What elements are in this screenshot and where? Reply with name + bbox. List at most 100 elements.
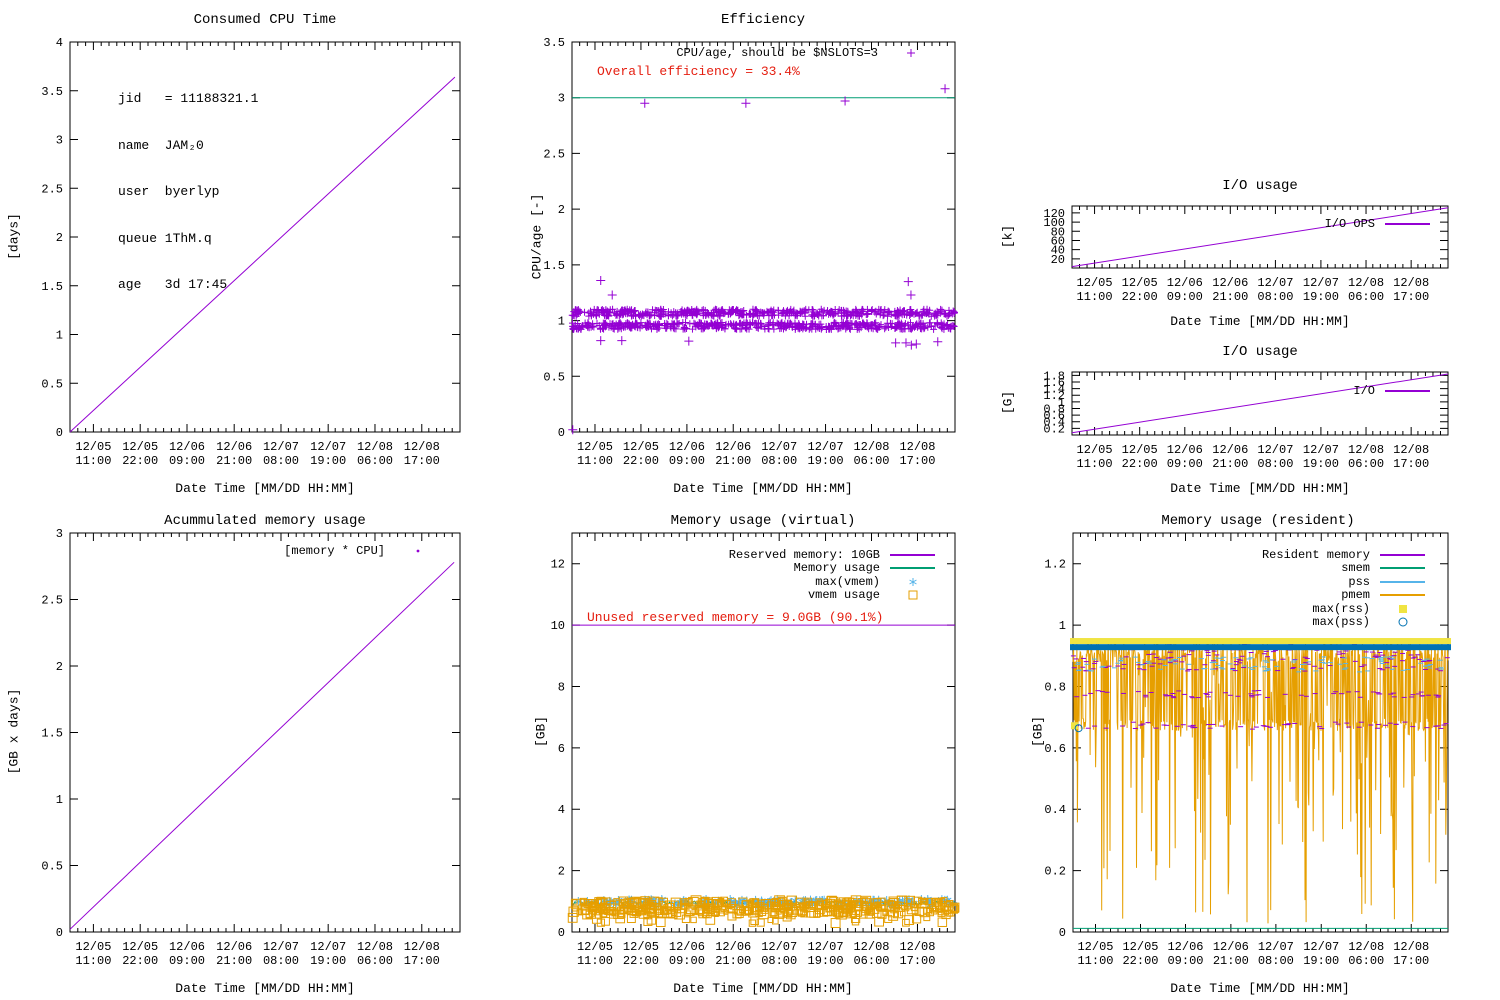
y-tick-label: 100	[1043, 216, 1065, 230]
cpu-time-series	[69, 76, 456, 433]
y-tick-label: 3	[56, 134, 63, 148]
x-tick-label: 21:00	[1212, 457, 1248, 471]
x-tick-label: 12/06	[1212, 276, 1248, 290]
y-tick-label: 8	[558, 680, 565, 694]
y-axis-label: CPU/age [-]	[529, 193, 545, 280]
x-tick-label: 08:00	[1257, 457, 1293, 471]
y-tick-label: 0.4	[1043, 416, 1065, 430]
legend-label: I/O OPS	[1324, 216, 1375, 231]
x-tick-label: 22:00	[122, 954, 158, 968]
y-tick-label: 2	[56, 231, 63, 245]
job-info: jid = 11188321.1 name JAM₂0 user byerlyp…	[118, 60, 258, 324]
legend-sample-square-open-icon	[890, 588, 935, 602]
x-tick-label: 12/07	[263, 940, 299, 954]
legend-sample-line-icon	[890, 548, 935, 562]
legend-sample-dot-icon	[395, 544, 440, 558]
x-tick-label: 12/08	[1348, 443, 1384, 457]
max-pss-band-series	[1070, 644, 1451, 651]
x-tick-label: 12/07	[1257, 276, 1293, 290]
x-axis-label: Date Time [MM/DD HH:MM]	[175, 481, 355, 496]
x-tick-label: 09:00	[1167, 954, 1203, 968]
x-tick-label: 12/05	[1122, 940, 1158, 954]
x-tick-label: 19:00	[310, 454, 346, 468]
legend-label: Memory usage	[793, 561, 880, 576]
y-tick-label: 1.8	[1043, 369, 1065, 383]
y-tick-label: 0.5	[41, 860, 63, 874]
x-tick-label: 12/06	[669, 940, 705, 954]
y-tick-label: 1	[1059, 619, 1066, 633]
legend-item: max(pss)	[1312, 615, 1425, 629]
legend-label: smem	[1341, 561, 1370, 576]
x-tick-label: 22:00	[1122, 954, 1158, 968]
y-tick-label: 4	[558, 803, 565, 817]
y-tick-label: 0	[558, 926, 565, 940]
x-tick-label: 12/08	[357, 940, 393, 954]
accumulated-memory-plot-canvas: 12/0511:0012/0522:0012/0609:0012/0621:00…	[41, 527, 461, 968]
x-tick-label: 12/06	[1167, 276, 1203, 290]
y-tick-label: 0.8	[1043, 402, 1065, 416]
x-tick-label: 12/08	[1393, 276, 1429, 290]
legend-item: vmem usage	[808, 588, 935, 602]
x-tick-label: 11:00	[577, 454, 613, 468]
x-tick-label: 19:00	[1303, 954, 1339, 968]
x-tick-label: 12/06	[1212, 443, 1248, 457]
y-tick-label: 1.4	[1043, 383, 1065, 397]
x-tick-label: 12/07	[1257, 443, 1293, 457]
x-axis-label: Date Time [MM/DD HH:MM]	[673, 481, 853, 496]
y-tick-label: 1.5	[543, 259, 565, 273]
efficiency-plot: 12/05 11:00 12/05 22:00 12/06 09:00 12/06 21:00…	[505, 0, 980, 500]
x-tick-label: 11:00	[75, 954, 111, 968]
y-axis-label: [G]	[1000, 390, 1016, 415]
legend-item: max(vmem)	[815, 575, 935, 589]
legend-label: Resident memory	[1261, 547, 1370, 562]
x-tick-label: 12/05	[1122, 443, 1158, 457]
virtual-memory-plot-canvas: 12/0511:0012/0522:0012/0609:0012/0621:00…	[551, 532, 960, 968]
legend-sample-square-filled-icon	[1380, 602, 1425, 616]
max-pss-start-series	[1074, 724, 1083, 733]
legend-label: I/O	[1353, 383, 1375, 398]
y-tick-label: 2.5	[543, 147, 565, 161]
job-info-queue: queue 1ThM.q	[118, 230, 212, 246]
efficiency-plot-canvas: 12/0511:0012/0522:0012/0609:0012/0621:00…	[543, 36, 958, 468]
y-tick-label: 120	[1043, 207, 1065, 221]
y-tick-label: 0	[56, 926, 63, 940]
y-tick-label: 4	[56, 36, 63, 50]
x-tick-label: 09:00	[1167, 290, 1203, 304]
x-tick-label: 12/07	[1303, 940, 1339, 954]
legend-sample-circle-open-icon	[1380, 615, 1425, 629]
x-tick-label: 17:00	[1393, 290, 1429, 304]
y-tick-label: 3	[56, 527, 63, 541]
y-tick-label: 1.2	[1044, 558, 1066, 572]
x-tick-label: 12/07	[808, 440, 844, 454]
legend-sample-line-icon	[1380, 561, 1425, 575]
io-gb-plot-canvas: 12/0511:0012/0522:0012/0609:0012/0621:00…	[1043, 369, 1449, 471]
cpu-age-band-low-series	[568, 318, 958, 333]
x-tick-label: 09:00	[669, 954, 705, 968]
x-tick-label: 12/05	[577, 440, 613, 454]
x-tick-label: 12/06	[1213, 940, 1249, 954]
legend: Reserved memory: 10GB Memory usage max(vme…	[729, 548, 935, 602]
x-tick-label: 08:00	[761, 954, 797, 968]
legend-label: max(vmem)	[815, 574, 880, 589]
legend-item: CPU/age, should be $NSLOTS=3	[676, 46, 933, 60]
y-tick-label: 2.5	[41, 594, 63, 608]
cpu-time-plot-canvas: 12/0511:0012/0522:0012/0609:0012/0621:00…	[41, 36, 461, 468]
y-tick-label: 1	[1058, 396, 1065, 410]
x-tick-label: 12/08	[853, 940, 889, 954]
accumulated-memory-plot: 12/05 11:00 12/05 22:00 12/06 09:00 12/06 21:00…	[0, 500, 500, 1000]
x-tick-label: 12/06	[169, 440, 205, 454]
x-tick-label: 06:00	[853, 454, 889, 468]
y-tick-label: 2.5	[41, 182, 63, 196]
x-tick-label: 12/07	[808, 940, 844, 954]
legend-item: Reserved memory: 10GB	[729, 548, 935, 562]
x-tick-label: 19:00	[808, 454, 844, 468]
x-tick-label: 12/05	[623, 440, 659, 454]
x-tick-label: 17:00	[899, 954, 935, 968]
x-tick-label: 19:00	[808, 954, 844, 968]
legend-label: pss	[1348, 574, 1370, 589]
legend-sample-line-icon	[1380, 575, 1425, 589]
cpu-age-band-high-series	[568, 305, 958, 320]
x-tick-label: 12/08	[853, 440, 889, 454]
y-tick-label: 0.2	[1043, 422, 1065, 436]
